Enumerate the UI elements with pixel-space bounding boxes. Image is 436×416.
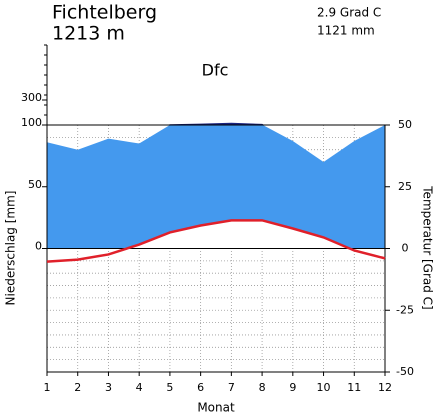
x-tick-label: 4: [136, 381, 143, 394]
x-tick-label: 9: [289, 381, 296, 394]
y2-tick-label: 0: [402, 242, 409, 255]
y-tick-label: 50: [28, 178, 42, 191]
y-tick-label: 100: [21, 116, 42, 129]
x-tick-label: 8: [259, 381, 266, 394]
x-tick-label: 2: [74, 381, 81, 394]
y2-tick-label: -50: [396, 365, 414, 378]
total-precipitation: 1121 mm: [317, 24, 375, 38]
y2-tick-label: -25: [396, 303, 414, 316]
y-tick-label: 300: [21, 91, 42, 104]
x-axis-label: Monat: [197, 401, 235, 415]
y2-tick-label: 50: [398, 118, 412, 131]
precipitation-above-break: [47, 122, 385, 125]
precipitation-area: [47, 123, 385, 249]
x-tick-label: 5: [166, 381, 173, 394]
climate-class: Dfc: [202, 61, 229, 80]
x-tick-label: 11: [347, 381, 361, 394]
x-tick-label: 12: [378, 381, 392, 394]
y2-axis-label: Temperatur [Grad C]: [421, 185, 435, 309]
temperature-line: [46, 219, 386, 263]
chart-subtitle: 1213 m: [52, 23, 125, 45]
y-axis-label: Niederschlag [mm]: [4, 191, 18, 306]
x-tick-label: 1: [44, 381, 51, 394]
temperature-gap: [47, 220, 385, 249]
x-tick-label: 3: [105, 381, 112, 394]
mean-temperature: 2.9 Grad C: [317, 6, 381, 20]
y2-tick-label: 25: [398, 180, 412, 193]
x-tick-label: 6: [197, 381, 204, 394]
chart-title: Fichtelberg: [52, 2, 157, 24]
x-tick-label: 10: [317, 381, 331, 394]
y-tick-label: 0: [35, 240, 42, 253]
x-tick-label: 7: [228, 381, 235, 394]
